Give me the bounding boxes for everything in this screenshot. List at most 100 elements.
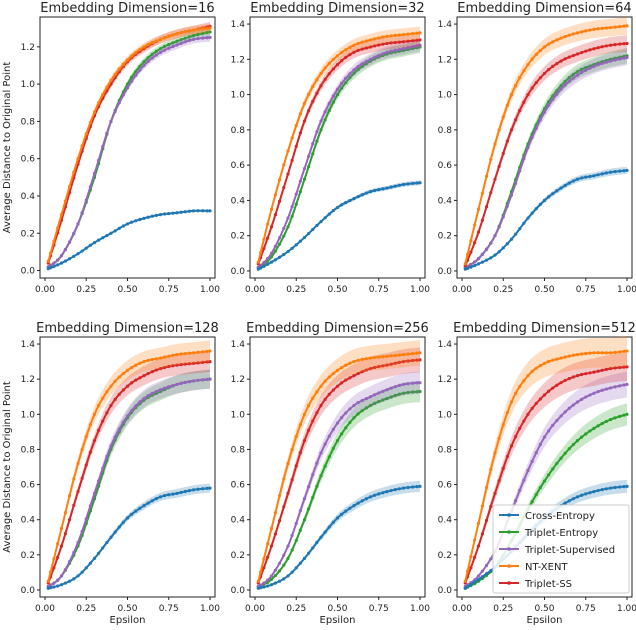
y-tick-label: 1.2 — [438, 55, 452, 65]
point-triplet-entropy — [183, 36, 187, 40]
point-nt-xent — [138, 47, 142, 52]
point-cross-entropy — [401, 182, 406, 187]
point-nt-xent — [63, 511, 67, 515]
point-nt-xent — [121, 371, 125, 376]
point-cross-entropy — [138, 217, 142, 222]
point-cross-entropy — [298, 239, 302, 243]
band-triplet-ss — [465, 352, 627, 584]
point-triplet-supervised — [125, 414, 130, 418]
subplot-3: Embedding Dimension=64 0.0 0.2 0.4 0.6 0.8 1.0… — [438, 1, 636, 295]
point-nt-xent — [266, 222, 270, 226]
point-triplet-ss — [484, 518, 489, 522]
point-triplet-supervised — [105, 131, 109, 135]
point-nt-xent — [154, 357, 158, 361]
point-triplet-supervised — [571, 76, 575, 80]
point-nt-xent — [567, 354, 571, 358]
point-nt-xent — [559, 36, 563, 40]
band-cross-entropy — [48, 483, 210, 589]
point-triplet-supervised — [484, 563, 489, 568]
point-triplet-entropy — [567, 447, 571, 451]
point-triplet-ss — [52, 566, 56, 570]
point-triplet-supervised — [364, 396, 368, 401]
point-triplet-supervised — [567, 406, 571, 410]
point-triplet-supervised — [52, 581, 56, 585]
point-triplet-ss — [563, 378, 567, 383]
point-triplet-entropy — [571, 72, 575, 77]
point-triplet-entropy — [415, 390, 419, 394]
point-triplet-ss — [138, 376, 142, 380]
point-triplet-supervised — [266, 257, 270, 261]
point-triplet-supervised — [175, 43, 179, 47]
point-nt-xent — [509, 92, 514, 97]
point-triplet-supervised — [205, 36, 209, 40]
point-nt-xent — [389, 354, 393, 358]
point-triplet-ss — [146, 371, 150, 376]
point-triplet-supervised — [277, 236, 282, 240]
point-cross-entropy — [134, 219, 138, 223]
point-cross-entropy — [134, 509, 138, 513]
point-triplet-supervised — [201, 36, 205, 40]
point-cross-entropy — [154, 497, 158, 501]
point-cross-entropy — [125, 222, 130, 226]
point-triplet-supervised — [76, 222, 80, 226]
point-triplet-entropy — [348, 76, 352, 80]
point-triplet-entropy — [323, 464, 327, 468]
point-triplet-ss — [277, 199, 282, 203]
point-triplet-supervised — [273, 568, 277, 572]
point-triplet-entropy — [335, 92, 340, 97]
point-cross-entropy — [205, 209, 209, 213]
point-triplet-ss — [163, 365, 167, 370]
legend-box — [492, 504, 630, 594]
point-cross-entropy — [113, 229, 117, 233]
point-triplet-ss — [368, 367, 373, 371]
point-triplet-entropy — [542, 479, 547, 483]
x-tick-label: 1.00 — [410, 285, 430, 295]
band-triplet-supervised — [48, 33, 210, 267]
point-cross-entropy — [613, 485, 617, 490]
point-triplet-ss — [117, 392, 121, 396]
point-nt-xent — [92, 412, 97, 416]
point-triplet-ss — [397, 40, 401, 44]
point-triplet-supervised — [530, 135, 534, 140]
y-tick-label: 0.2 — [438, 232, 452, 242]
y-tick-label: 1.2 — [438, 375, 452, 385]
point-triplet-ss — [509, 444, 514, 448]
point-nt-xent — [489, 467, 493, 472]
point-nt-xent — [146, 42, 150, 47]
point-cross-entropy — [142, 216, 146, 220]
point-cross-entropy — [92, 240, 97, 245]
point-cross-entropy — [335, 205, 340, 210]
point-cross-entropy — [567, 499, 571, 503]
point-nt-xent — [463, 262, 467, 266]
point-triplet-ss — [113, 397, 117, 401]
point-triplet-ss — [298, 131, 302, 135]
point-nt-xent — [501, 115, 505, 119]
point-triplet-entropy — [282, 563, 286, 567]
point-triplet-supervised — [97, 479, 101, 483]
point-triplet-supervised — [348, 72, 352, 76]
point-nt-xent — [196, 350, 200, 354]
point-triplet-ss — [134, 378, 138, 382]
point-cross-entropy — [67, 257, 72, 261]
y-tick-label: 0.0 — [21, 586, 36, 596]
point-triplet-supervised — [154, 389, 158, 394]
point-triplet-ss — [208, 359, 212, 364]
point-triplet-supervised — [373, 393, 377, 397]
y-tick-label: 0.6 — [21, 481, 36, 491]
point-cross-entropy — [294, 243, 298, 247]
point-triplet-ss — [406, 39, 410, 43]
point-cross-entropy — [575, 177, 580, 181]
point-cross-entropy — [183, 210, 187, 214]
point-triplet-supervised — [580, 70, 584, 75]
point-nt-xent — [625, 24, 629, 28]
point-nt-xent — [469, 239, 473, 243]
point-triplet-supervised — [266, 578, 270, 582]
line-cross-entropy — [48, 487, 211, 590]
point-nt-xent — [294, 123, 298, 128]
point-cross-entropy — [76, 252, 80, 256]
point-nt-xent — [364, 357, 368, 361]
point-cross-entropy — [196, 487, 200, 491]
point-triplet-supervised — [171, 44, 175, 49]
line-triplet-entropy — [257, 46, 421, 269]
point-triplet-ss — [88, 450, 92, 454]
